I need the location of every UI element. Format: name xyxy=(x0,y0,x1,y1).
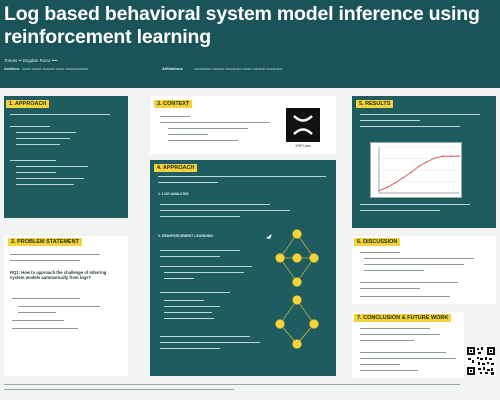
chart-point xyxy=(418,165,420,168)
graph-node xyxy=(292,253,302,263)
agent-icon xyxy=(266,234,272,239)
chart-series-line xyxy=(378,155,459,192)
panel-discussion: 6. DISCUSSION xyxy=(352,236,496,304)
panel-conclusion: 7. CONCLUSION & FUTURE WORK xyxy=(352,312,464,378)
panel-discussion-title: 6. DISCUSSION xyxy=(354,238,401,246)
logo-caption: XRP Labs xyxy=(295,144,311,148)
graph-node xyxy=(309,253,319,263)
graph-node xyxy=(292,339,302,349)
panel-problem-title: 2. PROBLEM STATEMENT xyxy=(8,238,82,246)
panel-method: 4. APPROACH 1. LOG ANALYSIS 2. REINFORCE… xyxy=(150,160,336,376)
affiliation-right-label: Affiliations xyxy=(162,66,183,71)
chart-point xyxy=(458,155,460,157)
chart-point xyxy=(450,155,452,157)
panel-conclusion-title: 7. CONCLUSION & FUTURE WORK xyxy=(354,314,452,322)
chart-point xyxy=(434,157,436,159)
graph-node xyxy=(292,229,302,239)
xrp-x-icon xyxy=(293,115,313,135)
graph-node xyxy=(292,277,302,287)
references-footer xyxy=(0,380,500,400)
graph-node xyxy=(292,295,302,305)
chart-point xyxy=(378,190,380,192)
qr-code-icon xyxy=(466,346,496,376)
graph-node xyxy=(275,253,285,263)
poster-header: Log based behavioral system model infere… xyxy=(0,0,500,88)
results-chart xyxy=(370,142,462,198)
state-graph xyxy=(266,229,319,349)
poster-authors: Tomas •• Bogdan Rusu •••• xyxy=(4,58,58,63)
chart-point xyxy=(386,186,388,189)
graph-node xyxy=(309,319,319,329)
panel-results-title: 5. RESULTS xyxy=(356,100,394,108)
graph-node xyxy=(275,319,285,329)
affiliation-left-text: •••••• ••••••• ••••••••• •••••• ••••••••… xyxy=(22,66,89,71)
chart-point xyxy=(426,161,428,163)
chart-point xyxy=(394,182,396,184)
chart-point xyxy=(410,171,412,173)
panel-approach-title: 1. APPROACH xyxy=(6,100,50,108)
panel-problem-statement: 2. PROBLEM STATEMENT RQ1: How to approac… xyxy=(4,236,128,376)
panel-method-title: 4. APPROACH xyxy=(154,164,198,172)
chart-point xyxy=(402,177,404,179)
results-line-chart xyxy=(378,146,460,194)
method-section-log-analysis: 1. LOG ANALYSIS xyxy=(158,192,189,196)
affiliation-right-text: •••••••••••• ••••••••• ••••••••••• •••••… xyxy=(194,66,283,71)
xrp-logo xyxy=(286,108,320,142)
poster-title: Log based behavioral system model infere… xyxy=(4,3,480,48)
qr-code[interactable] xyxy=(466,346,496,376)
affiliation-left-label: Authors xyxy=(4,66,20,71)
panel-context-title: 3. CONTEXT xyxy=(154,100,193,108)
research-question: RQ1: How to approach the challenge of in… xyxy=(10,270,107,281)
panel-approach: 1. APPROACH xyxy=(4,96,128,218)
chart-axes xyxy=(378,147,459,194)
method-section-rl: 2. REINFORCEMENT LEARNING xyxy=(158,234,214,238)
chart-point xyxy=(442,155,444,157)
